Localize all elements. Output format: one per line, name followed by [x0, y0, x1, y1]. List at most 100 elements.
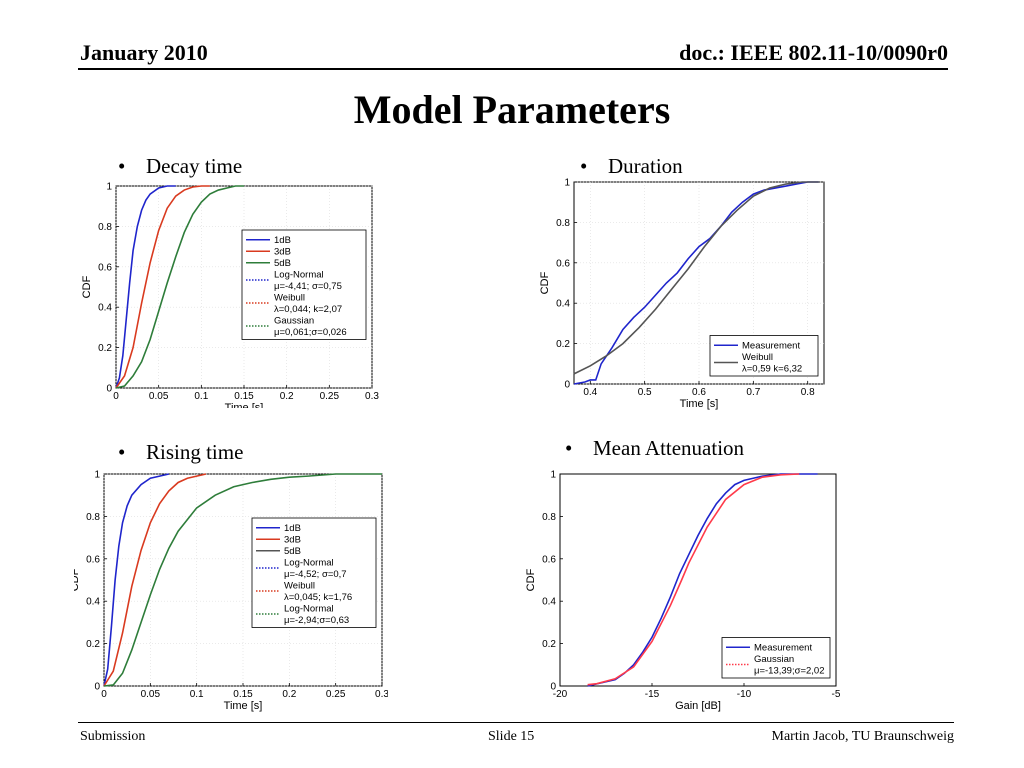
legend-label: Weibull — [742, 352, 773, 363]
x-axis-label: Gain [dB] — [675, 700, 721, 712]
x-axis-label: Time [s] — [680, 398, 719, 410]
legend-label: Weibull — [274, 293, 305, 304]
chart-svg: 0.4 0.5 0.6 0.7 0.8 0 0.2 0.4 0.6 0.8 1 Time [s] CDF… — [539, 178, 825, 410]
series-line-3 — [103, 473, 382, 687]
bullet-mean-attenuation-label: Mean Attenuation — [593, 436, 745, 460]
legend-box — [709, 335, 819, 377]
x-tick-label: 0.5 — [638, 387, 652, 398]
series-line-3 — [115, 185, 244, 389]
y-tick-label: 0 — [94, 682, 100, 693]
y-tick-label: 0.2 — [98, 343, 112, 354]
y-tick-label: 0.8 — [542, 512, 556, 523]
y-tick-label: 0.8 — [556, 218, 570, 229]
legend-box — [721, 637, 831, 679]
x-tick-label: -5 — [832, 689, 841, 700]
legend-label: 5dB — [274, 258, 291, 269]
chart-rising-time: 0 0.05 0.1 0.15 0.2 0.25 0.3 0 0.2 0.4 0.6 0.8 1 Time… — [74, 464, 388, 716]
series-line-2 — [573, 181, 819, 375]
series-line-2 — [115, 185, 210, 389]
series-line-2 — [587, 473, 800, 686]
y-tick-label: 0.8 — [86, 512, 100, 523]
legend-label-params: μ=0,061;σ=0,026 — [274, 327, 347, 338]
chart-duration: 0.4 0.5 0.6 0.7 0.8 0 0.2 0.4 0.6 0.8 1 Time [s] CDF… — [528, 174, 856, 410]
legend-label: 3dB — [284, 535, 301, 546]
legend-label-params: μ=-13,39;σ=2,02 — [754, 666, 825, 677]
x-tick-label: -10 — [737, 689, 752, 700]
y-tick-label: 0.8 — [98, 222, 112, 233]
y-tick-label: 0.6 — [98, 262, 112, 273]
x-tick-label: 0.8 — [801, 387, 815, 398]
legend-label-params: μ=-2,94;σ=0,63 — [284, 615, 349, 626]
chart-svg: -20 -15 -10 -5 0 0.2 0.4 0.6 0.8 1 Gain [dB] CDF Mea… — [525, 470, 841, 713]
y-tick-label: 1 — [564, 178, 570, 189]
legend-label: 1dB — [274, 235, 291, 246]
legend-label: Gaussian — [754, 654, 794, 665]
y-tick-label: 0.2 — [542, 639, 556, 650]
y-tick-label: 0.4 — [98, 303, 112, 314]
x-tick-label: 0.25 — [320, 391, 340, 402]
legend-label-params: λ=0,045; k=1,76 — [284, 592, 352, 603]
x-tick-label: 0.05 — [149, 391, 169, 402]
legend-label-params: λ=0,59 k=6,32 — [742, 364, 802, 375]
legend-label: 1dB — [284, 523, 301, 534]
series-line-1 — [115, 185, 176, 389]
x-tick-label: 0 — [101, 689, 107, 700]
bullet-rising-time-label: Rising time — [146, 440, 244, 464]
x-tick-label: 0.1 — [190, 689, 204, 700]
chart-decay-time: 0 0.05 0.1 0.15 0.2 0.25 0.3 0 0.2 0.4 0.6 0.8 1 Time… — [78, 178, 388, 409]
y-tick-label: 0.6 — [86, 554, 100, 565]
series-line-1 — [573, 181, 819, 385]
x-tick-label: 0.3 — [375, 689, 388, 700]
x-axis-label: Time [s] — [225, 402, 264, 408]
header-rule — [78, 68, 948, 70]
y-tick-label: 0.4 — [86, 597, 100, 608]
legend-label-params: μ=-4,41; σ=0,75 — [274, 281, 342, 292]
legend-label: Log-Normal — [284, 558, 334, 569]
header-date: January 2010 — [80, 40, 208, 65]
y-tick-label: 0.4 — [556, 299, 570, 310]
y-axis-label: CDF — [539, 271, 551, 294]
x-tick-label: -20 — [553, 689, 568, 700]
legend-label: Log-Normal — [284, 604, 334, 615]
legend-label-params: λ=0,044; k=2,07 — [274, 304, 342, 315]
x-tick-label: 0.1 — [194, 391, 208, 402]
y-tick-label: 1 — [550, 470, 556, 481]
bullet-duration: • Duration — [580, 154, 683, 178]
chart-svg: 0 0.05 0.1 0.15 0.2 0.25 0.3 0 0.2 0.4 0.6 0.8 1 Time… — [81, 182, 379, 409]
legend-label: 5dB — [284, 546, 301, 557]
x-tick-label: 0.25 — [326, 689, 346, 700]
y-axis-label: CDF — [81, 275, 93, 298]
legend-label: Weibull — [284, 581, 315, 592]
chart-svg: 0 0.05 0.1 0.15 0.2 0.25 0.3 0 0.2 0.4 0.6 0.8 1 Time… — [74, 470, 388, 713]
y-tick-label: 1 — [94, 470, 100, 481]
x-tick-label: 0.4 — [583, 387, 597, 398]
series-line-2 — [103, 473, 207, 687]
bullet-duration-label: Duration — [608, 154, 683, 178]
x-tick-label: 0 — [113, 391, 119, 402]
x-tick-label: 0.3 — [365, 391, 379, 402]
x-tick-label: 0.15 — [233, 689, 253, 700]
y-axis-label: CDF — [525, 568, 537, 591]
y-tick-label: 0 — [564, 380, 570, 391]
y-tick-label: 0 — [106, 384, 112, 395]
header-doc-id: doc.: IEEE 802.11-10/0090r0 — [679, 40, 948, 65]
legend-box — [241, 229, 367, 340]
y-tick-label: 0.4 — [542, 597, 556, 608]
legend-label: 3dB — [274, 247, 291, 258]
legend-label: Log-Normal — [274, 270, 324, 281]
x-tick-label: 0.05 — [141, 689, 161, 700]
legend-label: Measurement — [742, 341, 800, 352]
chart-mean-attenuation: -20 -15 -10 -5 0 0.2 0.4 0.6 0.8 1 Gain [dB] CDF Mea… — [512, 464, 848, 716]
footer-author: Martin Jacob, TU Braunschweig — [771, 729, 954, 744]
y-tick-label: 0.6 — [542, 554, 556, 565]
bullet-decay-time-label: Decay time — [146, 154, 243, 178]
x-tick-label: 0.6 — [692, 387, 706, 398]
series-line-1 — [103, 473, 170, 687]
legend-label: Measurement — [754, 643, 812, 654]
slide-title: Model Parameters — [353, 87, 671, 132]
legend-label: Gaussian — [274, 316, 314, 327]
x-tick-label: 0.15 — [234, 391, 254, 402]
y-tick-label: 0 — [550, 682, 556, 693]
x-tick-label: 0.2 — [282, 689, 296, 700]
y-tick-label: 0.6 — [556, 258, 570, 269]
